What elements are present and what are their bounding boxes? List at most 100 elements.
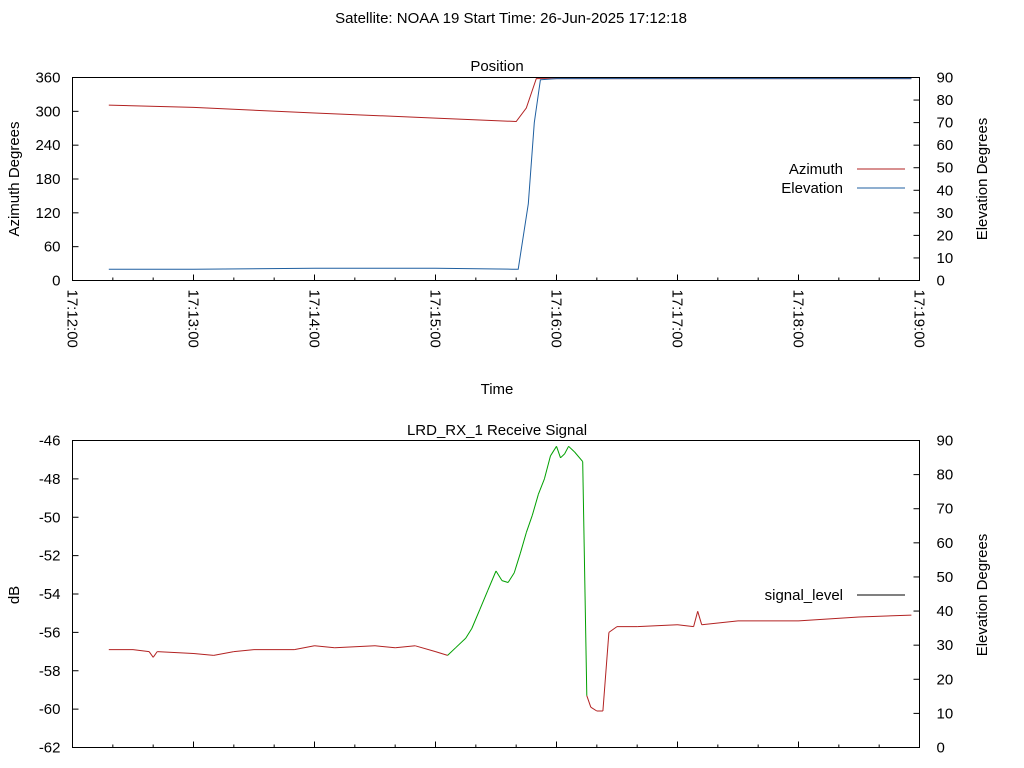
signal-level-segment: [157, 651, 194, 654]
signal-level-segment: [543, 455, 551, 480]
y2-tick-label: 70: [937, 501, 954, 518]
y-tick-label: -52: [39, 548, 61, 565]
y-tick-label: -56: [39, 624, 61, 641]
signal-level-segment: [513, 553, 521, 574]
signal-level-segment: [537, 478, 545, 495]
x-tick-label: 17:13:00: [185, 290, 202, 348]
legend-azimuth-label: Azimuth: [789, 161, 843, 178]
position-y2-axis-label: Elevation Degrees: [974, 118, 991, 241]
signal-legend: signal_level: [765, 587, 905, 604]
position-series: [108, 78, 912, 270]
y-tick-label: -58: [39, 663, 61, 680]
signal-level-segment: [525, 515, 533, 533]
y-tick-label: 0: [52, 273, 60, 290]
signal-level-segment: [637, 624, 678, 628]
y-tick-label: -50: [39, 509, 61, 526]
signal-level-segment: [556, 446, 561, 458]
legend-signal-level-label: signal_level: [765, 587, 843, 604]
signal-level-segment: [798, 616, 860, 622]
signal-level-segment: [374, 645, 396, 649]
signal-x-ticks: [112, 741, 880, 748]
series-line-elevation: [108, 78, 912, 270]
y-tick-label: 360: [35, 70, 60, 87]
signal-level-segment: [582, 461, 588, 696]
position-y-axis-label: Azimuth Degrees: [6, 121, 23, 236]
signal-level-segment: [148, 651, 154, 658]
signal-level-segment: [564, 446, 570, 455]
signal-level-segment: [471, 609, 481, 629]
x-tick-label: 17:17:00: [669, 290, 686, 348]
signal-level-segment: [531, 494, 539, 516]
signal-level-segment: [435, 651, 448, 656]
signal-level-segment: [602, 632, 610, 712]
y2-tick-label: 0: [937, 273, 945, 290]
position-chart: Position Azimuth Degrees Elevation Degre…: [6, 58, 991, 398]
x-tick-label: 17:19:00: [911, 290, 928, 348]
y2-tick-label: 60: [937, 137, 954, 154]
y2-tick-label: 60: [937, 535, 954, 552]
y2-tick-label: 20: [937, 671, 954, 688]
y-tick-label: 180: [35, 171, 60, 188]
y2-tick-label: 20: [937, 227, 954, 244]
y2-tick-label: 80: [937, 92, 954, 109]
y-tick-label: 300: [35, 103, 60, 120]
y-tick-label: -54: [39, 586, 61, 603]
series-line-azimuth: [108, 78, 912, 123]
signal-level-segment: [132, 649, 150, 653]
signal-level-segment: [608, 626, 618, 633]
signal-level-segment: [560, 453, 565, 459]
signal-level-segment: [568, 445, 575, 453]
y2-tick-label: 30: [937, 205, 954, 222]
signal-level-segment: [465, 628, 473, 639]
signal-y2-ticks: 0 10 20 30 40 50 60 70 80 90: [913, 433, 954, 757]
signal-level-segment: [693, 611, 699, 627]
y-tick-label: 240: [35, 137, 60, 154]
y2-tick-label: 80: [937, 467, 954, 484]
signal-level-segment: [677, 624, 694, 628]
x-tick-label: 17:12:00: [64, 290, 81, 348]
signal-level-segment: [233, 649, 255, 653]
x-tick-label: 17:16:00: [548, 290, 565, 348]
y2-tick-label: 90: [937, 433, 954, 450]
signal-chart-title: LRD_RX_1 Receive Signal: [407, 422, 587, 439]
position-y2-ticks: 0 10 20 30 40 50 60 70 80 90: [913, 70, 954, 290]
y2-tick-label: 50: [937, 569, 954, 586]
position-x-ticks: 17:12:00 17:13:00 17:14:00 17:15:00 17:16:00…: [64, 274, 928, 348]
signal-y-axis-label: dB: [6, 586, 23, 604]
signal-level-segment: [495, 570, 503, 581]
legend-elevation-label: Elevation: [781, 180, 843, 197]
y-tick-label: -60: [39, 701, 61, 718]
signal-series: [108, 445, 912, 712]
y2-tick-label: 50: [937, 160, 954, 177]
signal-level-segment: [415, 645, 436, 653]
signal-level-segment: [586, 695, 592, 708]
signal-level-segment: [550, 446, 557, 457]
signal-level-segment: [193, 653, 214, 656]
signal-level-segment: [519, 532, 527, 554]
signal-level-segment: [701, 620, 739, 626]
signal-chart: LRD_RX_1 Receive Signal dB Elevation Deg…: [6, 422, 991, 757]
y2-tick-label: 10: [937, 250, 954, 267]
signal-level-segment: [501, 580, 509, 583]
signal-level-segment: [294, 645, 315, 651]
y2-tick-label: 40: [937, 182, 954, 199]
signal-y-ticks: -62 -60 -58 -56 -54 -52 -50 -48 -46: [39, 433, 79, 757]
signal-level-segment: [395, 645, 416, 649]
signal-level-segment: [507, 572, 515, 583]
y2-tick-label: 30: [937, 637, 954, 654]
x-tick-label: 17:14:00: [306, 290, 323, 348]
y-tick-label: -62: [39, 740, 61, 757]
y-tick-label: 60: [44, 239, 61, 256]
signal-level-segment: [697, 611, 703, 625]
y2-tick-label: 90: [937, 70, 954, 87]
position-x-axis-label: Time: [481, 381, 514, 398]
signal-level-segment: [314, 645, 335, 649]
signal-level-segment: [858, 614, 912, 618]
position-legend: Azimuth Elevation: [781, 161, 905, 197]
y2-tick-label: 10: [937, 705, 954, 722]
x-tick-label: 17:15:00: [427, 290, 444, 348]
x-tick-label: 17:18:00: [790, 290, 807, 348]
y-tick-label: -46: [39, 433, 61, 450]
y2-tick-label: 0: [937, 740, 945, 757]
